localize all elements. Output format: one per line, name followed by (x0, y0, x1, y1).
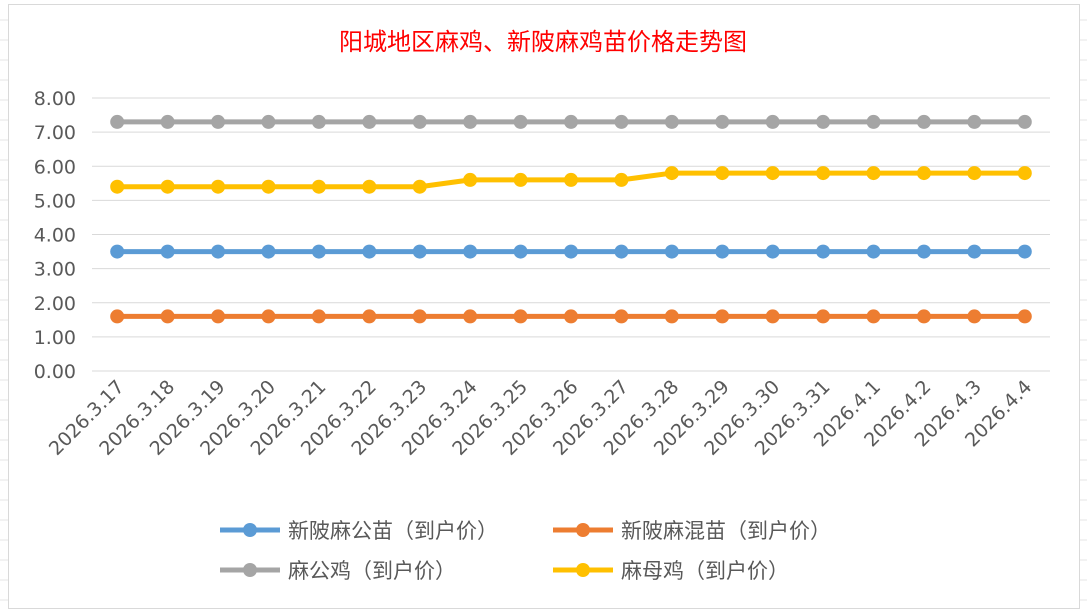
data-point (211, 309, 226, 324)
data-point (866, 309, 881, 324)
data-point (614, 309, 629, 324)
data-point (261, 309, 276, 324)
data-point (1017, 244, 1032, 259)
data-point (160, 244, 175, 259)
legend-label: 麻母鸡（到户价） (621, 559, 789, 583)
data-point (816, 166, 831, 181)
data-point (916, 309, 931, 324)
data-point (715, 244, 730, 259)
data-point (110, 309, 125, 324)
data-point (211, 114, 226, 129)
data-point (715, 309, 730, 324)
y-tick-label: 4.00 (34, 225, 76, 247)
data-point (513, 244, 528, 259)
y-tick-label: 7.00 (34, 122, 76, 144)
data-point (967, 166, 982, 181)
data-point (110, 114, 125, 129)
data-point (1017, 166, 1032, 181)
legend-marker (576, 563, 590, 577)
data-point (816, 309, 831, 324)
legend-label: 新陂麻混苗（到户价） (621, 519, 831, 543)
data-point (211, 244, 226, 259)
data-point (765, 114, 780, 129)
legend-label: 麻公鸡（到户价） (288, 559, 456, 583)
data-point (816, 114, 831, 129)
data-point (463, 309, 478, 324)
data-point (362, 114, 377, 129)
data-point (664, 244, 679, 259)
y-tick-label: 6.00 (34, 156, 76, 178)
data-point (513, 114, 528, 129)
data-point (412, 244, 427, 259)
data-point (614, 244, 629, 259)
legend-marker (243, 563, 257, 577)
chart-title: 阳城地区麻鸡、新陂麻鸡苗价格走势图 (339, 28, 747, 56)
data-point (160, 179, 175, 194)
data-point (866, 244, 881, 259)
data-point (664, 309, 679, 324)
data-point (160, 309, 175, 324)
chart-frame[interactable] (8, 4, 1080, 609)
data-point (967, 309, 982, 324)
y-tick-label: 2.00 (34, 293, 76, 315)
data-point (463, 172, 478, 187)
data-point (866, 166, 881, 181)
data-point (463, 114, 478, 129)
y-tick-label: 3.00 (34, 259, 76, 281)
data-point (916, 166, 931, 181)
data-point (513, 172, 528, 187)
data-point (412, 309, 427, 324)
data-point (715, 166, 730, 181)
data-point (261, 114, 276, 129)
data-point (916, 244, 931, 259)
data-point (664, 166, 679, 181)
data-point (362, 179, 377, 194)
data-point (967, 114, 982, 129)
y-tick-label: 1.00 (34, 327, 76, 349)
data-point (362, 309, 377, 324)
y-tick-label: 8.00 (34, 88, 76, 110)
data-point (261, 244, 276, 259)
data-point (715, 114, 730, 129)
legend-label: 新陂麻公苗（到户价） (288, 519, 498, 543)
data-point (564, 244, 578, 259)
data-point (564, 114, 578, 129)
data-point (311, 114, 326, 129)
data-point (1017, 114, 1032, 129)
data-point (160, 114, 175, 129)
y-tick-label: 0.00 (34, 361, 76, 383)
data-point (614, 114, 629, 129)
data-point (664, 114, 679, 129)
legend-marker (576, 523, 590, 537)
data-point (513, 309, 528, 324)
data-point (311, 179, 326, 194)
data-point (311, 309, 326, 324)
data-point (765, 244, 780, 259)
data-point (261, 179, 276, 194)
data-point (866, 114, 881, 129)
data-point (816, 244, 831, 259)
data-point (765, 166, 780, 181)
data-point (564, 309, 578, 324)
data-point (412, 179, 427, 194)
data-point (463, 244, 478, 259)
data-point (916, 114, 931, 129)
data-point (412, 114, 427, 129)
data-point (614, 172, 629, 187)
data-point (110, 179, 125, 194)
data-point (211, 179, 226, 194)
data-point (1017, 309, 1032, 324)
legend-marker (243, 523, 257, 537)
data-point (362, 244, 377, 259)
data-point (311, 244, 326, 259)
data-point (564, 172, 578, 187)
y-tick-label: 5.00 (34, 190, 76, 212)
data-point (967, 244, 982, 259)
data-point (110, 244, 125, 259)
data-point (765, 309, 780, 324)
